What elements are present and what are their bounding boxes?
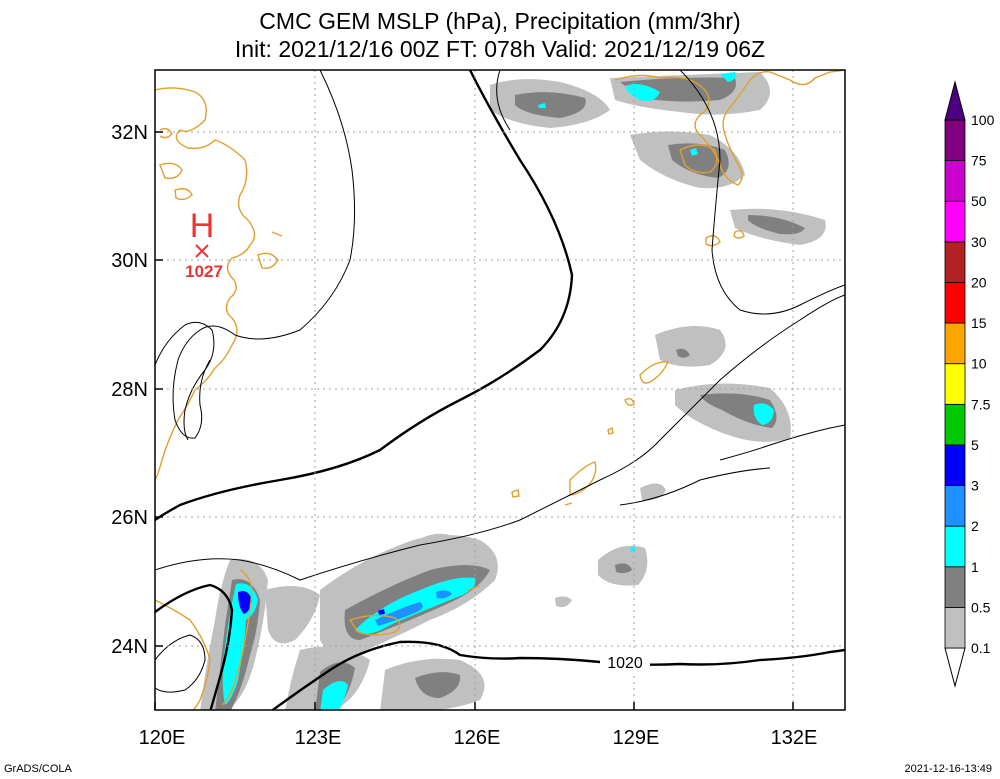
colorbar-label: 50 xyxy=(971,193,987,209)
isobars-thick xyxy=(155,70,845,710)
footer-credit: GrADS/COLA xyxy=(4,763,72,775)
colorbar-box xyxy=(944,160,966,202)
isobar-label-bg xyxy=(600,652,650,672)
lat-label: 24N xyxy=(111,636,148,658)
coastlines xyxy=(155,70,845,710)
lon-label: 126E xyxy=(454,727,501,749)
colorbar-label: 7.5 xyxy=(971,396,991,412)
precip-very-heavy xyxy=(238,590,452,626)
colorbar-label: 75 xyxy=(971,153,987,169)
colorbar-lower-arrow xyxy=(944,647,966,688)
colorbar-label: 5 xyxy=(971,437,979,453)
lat-lon-grid xyxy=(155,70,845,710)
axis-ticks xyxy=(154,131,794,710)
colorbar-box xyxy=(944,606,966,649)
high-center-icon xyxy=(195,244,209,258)
colorbar-label: 0.5 xyxy=(971,599,991,615)
colorbar-upper-arrow xyxy=(944,80,966,121)
lat-label: 28N xyxy=(111,379,148,401)
colorbar-label: 100 xyxy=(971,112,995,128)
chart-title: CMC GEM MSLP (hPa), Precipitation (mm/3h… xyxy=(259,8,741,34)
lat-labels: 32N 30N 28N 26N 24N xyxy=(111,122,148,658)
lon-label: 132E xyxy=(771,727,818,749)
footer-timestamp: 2021-12-16-13:49 xyxy=(904,763,992,775)
colorbar-box xyxy=(944,566,966,608)
map-frame xyxy=(154,69,846,711)
colorbar-label: 3 xyxy=(971,478,979,494)
colorbar-box xyxy=(944,444,966,486)
high-pressure-marker: H 1027 xyxy=(185,207,223,281)
chart-subtitle: Init: 2021/12/16 00Z FT: 078h Valid: 202… xyxy=(234,36,766,62)
high-symbol: H xyxy=(190,207,215,245)
colorbar-label: 20 xyxy=(971,274,987,290)
colorbar-box xyxy=(944,119,966,162)
colorbar-box xyxy=(944,282,966,324)
colorbar-label: 0.1 xyxy=(971,640,991,656)
lat-label: 32N xyxy=(111,122,148,144)
colorbar-label: 15 xyxy=(971,315,987,331)
isobars-thin xyxy=(155,70,845,693)
colorbar-label: 2 xyxy=(971,518,979,534)
lon-labels: 120E 123E 126E 129E 132E xyxy=(139,727,818,749)
lon-label: 120E xyxy=(139,727,186,749)
colorbar-box xyxy=(944,241,966,283)
isobar-label: 1020 xyxy=(607,655,643,672)
colorbar-box xyxy=(944,322,966,365)
high-value: 1027 xyxy=(185,262,223,281)
colorbar-label: 1 xyxy=(971,559,979,575)
lat-label: 30N xyxy=(111,250,148,272)
colorbar-box xyxy=(944,403,966,446)
colorbar-label: 10 xyxy=(971,356,987,372)
lat-label: 26N xyxy=(111,507,148,529)
colorbar-box xyxy=(944,200,966,243)
colorbar-box xyxy=(944,363,966,405)
colorbar-box xyxy=(944,525,966,568)
colorbar-box xyxy=(944,485,966,527)
colorbar: 0.1 0.5 1 2 3 5 7.5 10 15 20 30 50 75 100 xyxy=(944,80,995,688)
lon-label: 129E xyxy=(613,727,660,749)
colorbar-label: 30 xyxy=(971,234,987,250)
lon-label: 123E xyxy=(295,727,342,749)
